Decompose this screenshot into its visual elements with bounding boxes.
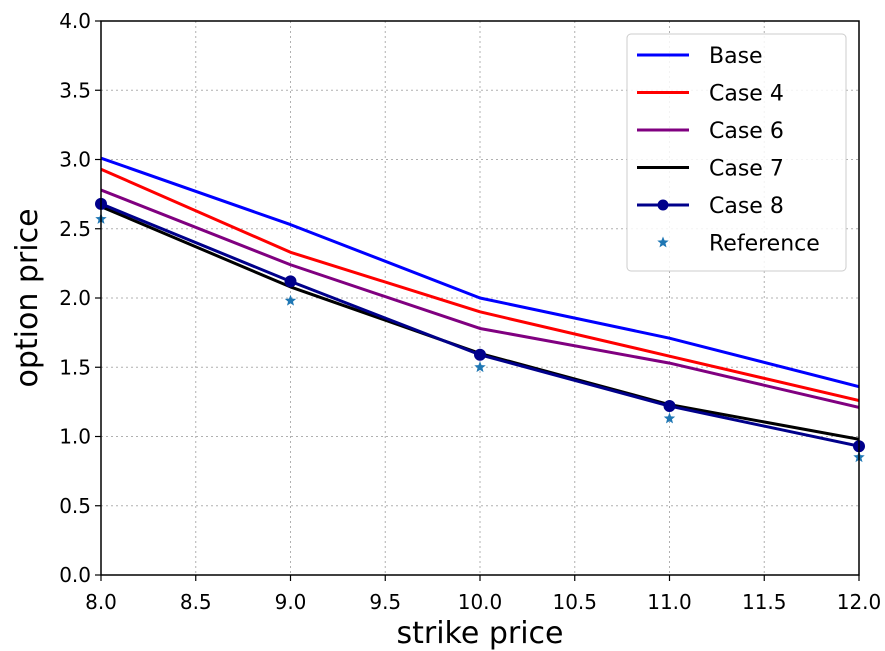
data-point-star [284,294,297,306]
series-case-6 [101,188,859,409]
x-tick-label: 8.0 [85,590,117,614]
data-point-star [474,361,486,373]
legend-label: Case 8 [709,194,784,219]
series-line [101,167,859,402]
x-tick-label: 11.0 [647,590,692,614]
legend: Base Case 4 Case 6 Case 7 Case 8 Reference [626,33,847,272]
data-point-star [663,412,676,424]
legend-label: Case 6 [709,119,784,144]
legend-item: Case 8 [637,194,784,219]
series-base [101,156,859,389]
x-tick-label: 11.5 [742,590,787,614]
x-tick-label: 10.5 [552,590,597,614]
y-tick-label: 3.0 [59,148,91,172]
data-point [284,275,297,288]
legend-marker [657,199,669,211]
legend-item: Base [637,44,763,69]
y-tick-label: 0.0 [59,563,91,587]
legend-label: Reference [709,232,820,257]
y-tick-label: 0.5 [59,494,91,518]
x-tick-label: 12.0 [837,590,882,614]
y-tick-label: 1.0 [59,425,91,449]
y-tick-label: 4.0 [59,9,91,33]
data-point [663,400,676,413]
series-line [101,188,859,409]
legend-marker [657,236,669,248]
series-case-8 [95,197,865,453]
data-point [474,348,486,361]
y-tick-label: 2.0 [59,286,91,310]
y-tick-label: 1.5 [59,355,91,379]
legend-item: Case 4 [637,82,784,107]
legend-label: Case 4 [709,82,784,107]
axis-ticks: 8.0 8.5 9.0 9.5 10.0 10.5 11.0 11.5 12.0 0.0 0.5 1.… [59,9,881,614]
legend-label: Base [709,44,763,69]
series-line [101,156,859,389]
legend-label: Case 7 [709,157,784,182]
x-axis-title: strike price [396,616,563,651]
series-case-4 [101,167,859,402]
y-axis-title: option price [10,208,45,387]
legend-item: Case 7 [637,157,784,182]
legend-item: Case 6 [637,119,784,144]
x-tick-label: 9.5 [369,590,401,614]
x-tick-label: 10.0 [458,590,503,614]
x-tick-label: 8.5 [180,590,212,614]
y-tick-label: 3.5 [59,78,91,102]
y-tick-label: 2.5 [59,217,91,241]
legend-item: Reference [657,232,820,257]
x-tick-label: 9.0 [275,590,307,614]
series-layer [95,156,865,463]
